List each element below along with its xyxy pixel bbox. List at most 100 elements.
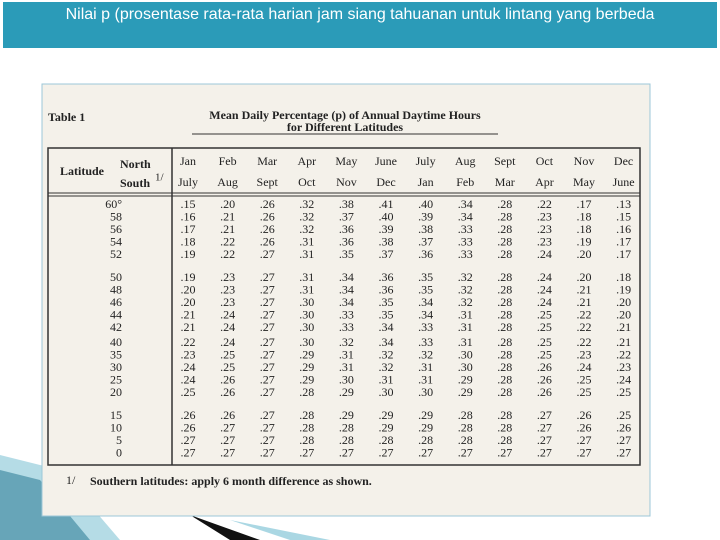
month-south: Sept (257, 175, 279, 189)
cell: .24 (616, 373, 631, 387)
cell: .29 (458, 373, 473, 387)
cell: .22 (220, 247, 235, 261)
cell: .29 (379, 420, 394, 434)
cell: .28 (458, 433, 473, 447)
cell: .21 (577, 295, 592, 309)
month-north: May (335, 154, 357, 168)
cell: .30 (339, 373, 354, 387)
cell: .16 (616, 222, 631, 236)
cell: .27 (181, 446, 196, 460)
cell: .32 (379, 347, 394, 361)
cell: .24 (537, 295, 552, 309)
cell: .20 (616, 308, 631, 322)
month-south: June (613, 175, 635, 189)
cell: .27 (260, 360, 275, 374)
cell: .28 (497, 320, 512, 334)
cell: .31 (299, 235, 314, 249)
cell: .28 (299, 408, 314, 422)
cell: .20 (181, 295, 196, 309)
cell: .22 (181, 335, 196, 349)
cell: .24 (577, 360, 592, 374)
cell: .32 (458, 270, 473, 284)
latitude: 15 (110, 408, 122, 422)
cell: .38 (379, 235, 394, 249)
cell: .25 (537, 347, 552, 361)
month-south: Aug (217, 175, 238, 189)
cell: .21 (220, 209, 235, 223)
cell: .18 (577, 209, 592, 223)
cell: .23 (537, 235, 552, 249)
cell: .35 (379, 295, 394, 309)
cell: .23 (181, 347, 196, 361)
cell: .27 (260, 446, 275, 460)
cell: .28 (497, 347, 512, 361)
cell: .36 (418, 247, 433, 261)
cell: .31 (299, 282, 314, 296)
latitude: 20 (110, 385, 122, 399)
cell: .28 (299, 433, 314, 447)
cell: .28 (497, 360, 512, 374)
cell: .27 (616, 433, 631, 447)
latitude: 35 (110, 347, 122, 361)
month-south: Dec (376, 175, 395, 189)
cell: .26 (537, 373, 552, 387)
table-label: Table 1 (48, 110, 85, 124)
latitude-header: Latitude (60, 164, 105, 178)
cell: .19 (181, 270, 196, 284)
cell: .34 (458, 209, 473, 223)
cell: .27 (220, 433, 235, 447)
cell: .20 (616, 295, 631, 309)
latitude: 52 (110, 247, 122, 261)
cell: .31 (458, 320, 473, 334)
cell: .27 (260, 408, 275, 422)
latitude: 54 (110, 235, 122, 249)
cell: .27 (260, 308, 275, 322)
cell: .30 (418, 385, 433, 399)
cell: .17 (577, 197, 592, 211)
month-north: June (375, 154, 397, 168)
cell: .31 (299, 270, 314, 284)
cell: .27 (260, 433, 275, 447)
cell: .21 (577, 282, 592, 296)
cell: .26 (537, 385, 552, 399)
cell: .26 (260, 222, 275, 236)
month-south: Mar (495, 175, 515, 189)
cell: .34 (418, 295, 433, 309)
cell: .33 (458, 235, 473, 249)
cell: .39 (379, 222, 394, 236)
month-north: July (416, 154, 436, 168)
cell: .34 (339, 282, 354, 296)
cell: .24 (220, 308, 235, 322)
cell: .17 (181, 222, 196, 236)
cell: .28 (497, 270, 512, 284)
month-south: Nov (336, 175, 357, 189)
footnote: Southern latitudes: apply 6 month differ… (90, 474, 372, 488)
cell: .32 (299, 209, 314, 223)
table-title: for Different Latitudes (287, 120, 404, 134)
cell: .30 (299, 308, 314, 322)
cell: .28 (497, 235, 512, 249)
cell: .25 (616, 385, 631, 399)
month-north: Feb (219, 154, 237, 168)
month-south: Feb (456, 175, 474, 189)
cell: .31 (458, 335, 473, 349)
south-label: South (120, 176, 150, 190)
footnote-mark: 1/ (66, 473, 76, 487)
latitude: 44 (110, 308, 122, 322)
cell: .32 (418, 347, 433, 361)
cell: .29 (339, 385, 354, 399)
cell: .26 (260, 235, 275, 249)
cell: .25 (537, 335, 552, 349)
cell: .32 (299, 222, 314, 236)
cell: .25 (220, 360, 235, 374)
cell: .28 (339, 433, 354, 447)
cell: .22 (220, 235, 235, 249)
cell: .25 (181, 385, 196, 399)
latitude: 50 (110, 270, 122, 284)
cell: .21 (181, 308, 196, 322)
cell: .35 (379, 308, 394, 322)
cell: .23 (220, 270, 235, 284)
cell: .27 (260, 420, 275, 434)
cell: .25 (577, 385, 592, 399)
cell: .29 (458, 385, 473, 399)
